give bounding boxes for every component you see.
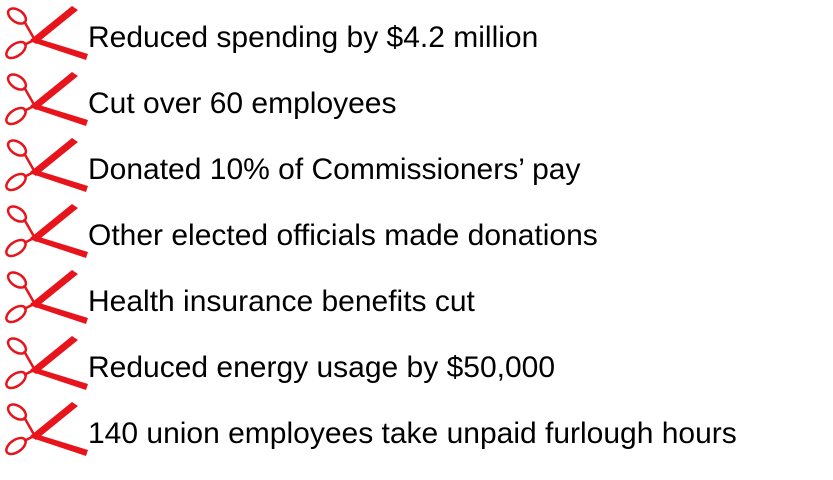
list-item: Cut over 60 employees <box>0 66 833 132</box>
scissors-icon <box>2 2 90 62</box>
item-text: Donated 10% of Commissioners’ pay <box>88 153 581 186</box>
item-text: Other elected officials made donations <box>88 219 598 252</box>
list-item: Donated 10% of Commissioners’ pay <box>0 132 833 198</box>
list-item: Other elected officials made donations <box>0 198 833 264</box>
list-item: Health insurance benefits cut <box>0 264 833 330</box>
scissors-icon <box>2 398 90 458</box>
item-text: 140 union employees take unpaid furlough… <box>88 417 737 450</box>
item-text: Reduced energy usage by $50,000 <box>88 351 556 384</box>
list-item: Reduced energy usage by $50,000 <box>0 330 833 396</box>
scissors-icon <box>2 134 90 194</box>
item-text: Cut over 60 employees <box>88 87 397 120</box>
scissors-icon <box>2 68 90 128</box>
item-text: Reduced spending by $4.2 million <box>88 21 539 54</box>
scissors-icon <box>2 266 90 326</box>
item-text: Health insurance benefits cut <box>88 285 475 318</box>
scissors-icon <box>2 332 90 392</box>
list-item: 140 union employees take unpaid furlough… <box>0 396 833 462</box>
scissors-icon <box>2 200 90 260</box>
list-item: Reduced spending by $4.2 million <box>0 0 833 66</box>
